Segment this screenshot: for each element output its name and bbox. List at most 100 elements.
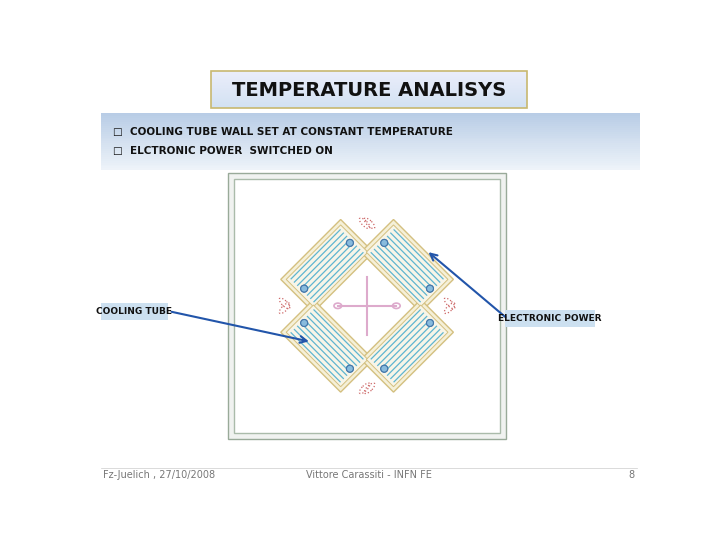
- Bar: [101, 149, 640, 151]
- Bar: [211, 96, 527, 97]
- Bar: [211, 74, 527, 75]
- Polygon shape: [281, 219, 373, 312]
- FancyBboxPatch shape: [505, 310, 595, 327]
- Bar: [101, 124, 640, 126]
- Circle shape: [426, 320, 433, 327]
- Bar: [101, 120, 640, 122]
- Text: □  COOLING TUBE WALL SET AT CONSTANT TEMPERATURE: □ COOLING TUBE WALL SET AT CONSTANT TEMP…: [113, 127, 453, 137]
- Circle shape: [346, 365, 354, 372]
- Bar: [211, 83, 527, 84]
- Bar: [101, 163, 640, 165]
- Circle shape: [381, 239, 387, 246]
- Bar: [211, 104, 527, 105]
- Bar: [101, 151, 640, 153]
- Polygon shape: [361, 219, 454, 312]
- Bar: [211, 93, 527, 94]
- Bar: [101, 143, 640, 145]
- Polygon shape: [366, 305, 448, 387]
- Bar: [211, 95, 527, 96]
- Circle shape: [346, 365, 354, 372]
- Bar: [211, 90, 527, 91]
- Bar: [211, 72, 527, 73]
- Bar: [101, 122, 640, 124]
- Circle shape: [426, 285, 433, 292]
- Circle shape: [381, 239, 387, 246]
- Circle shape: [381, 365, 387, 372]
- Bar: [211, 87, 527, 89]
- Bar: [211, 71, 527, 72]
- Bar: [101, 161, 640, 163]
- Bar: [101, 132, 640, 134]
- Bar: [228, 173, 506, 439]
- Circle shape: [301, 320, 307, 327]
- Polygon shape: [281, 300, 373, 392]
- Bar: [101, 147, 640, 149]
- Bar: [211, 71, 527, 108]
- Bar: [101, 159, 640, 161]
- Bar: [211, 77, 527, 78]
- Bar: [211, 97, 527, 98]
- Bar: [211, 84, 527, 85]
- Bar: [211, 81, 527, 82]
- Bar: [101, 155, 640, 157]
- Text: COOLING TUBE: COOLING TUBE: [96, 307, 172, 316]
- Bar: [101, 126, 640, 128]
- Polygon shape: [366, 225, 448, 307]
- Bar: [211, 100, 527, 102]
- Bar: [211, 75, 527, 76]
- FancyBboxPatch shape: [101, 303, 168, 320]
- Polygon shape: [286, 225, 368, 307]
- Bar: [211, 91, 527, 92]
- Bar: [211, 73, 527, 74]
- Bar: [101, 128, 640, 130]
- Bar: [211, 79, 527, 80]
- Bar: [211, 99, 527, 100]
- Bar: [101, 114, 640, 117]
- Bar: [211, 98, 527, 99]
- Bar: [101, 134, 640, 136]
- Text: ELECTRONIC POWER: ELECTRONIC POWER: [498, 314, 602, 323]
- Bar: [211, 107, 527, 108]
- Bar: [101, 157, 640, 159]
- Circle shape: [301, 285, 307, 292]
- Bar: [211, 102, 527, 103]
- Bar: [101, 112, 640, 114]
- Circle shape: [301, 320, 307, 327]
- Text: TEMPERATURE ANALISYS: TEMPERATURE ANALISYS: [232, 80, 506, 100]
- Bar: [101, 118, 640, 120]
- Bar: [101, 141, 640, 143]
- Polygon shape: [361, 300, 454, 392]
- Text: Fz-Juelich , 27/10/2008: Fz-Juelich , 27/10/2008: [104, 470, 215, 480]
- Circle shape: [426, 320, 433, 327]
- Bar: [211, 105, 527, 106]
- Bar: [101, 153, 640, 155]
- Bar: [211, 89, 527, 90]
- Bar: [211, 86, 527, 87]
- Bar: [234, 179, 500, 433]
- Bar: [211, 106, 527, 107]
- Polygon shape: [286, 305, 368, 387]
- Bar: [101, 168, 640, 170]
- Bar: [211, 103, 527, 104]
- Bar: [211, 94, 527, 95]
- Bar: [101, 130, 640, 132]
- Text: 8: 8: [629, 470, 634, 480]
- Circle shape: [301, 285, 307, 292]
- Bar: [101, 139, 640, 141]
- Bar: [101, 166, 640, 168]
- Bar: [211, 80, 527, 81]
- Bar: [211, 82, 527, 83]
- Bar: [211, 85, 527, 86]
- Circle shape: [426, 285, 433, 292]
- Circle shape: [346, 239, 354, 246]
- Text: Vittore Carassiti - INFN FE: Vittore Carassiti - INFN FE: [306, 470, 432, 480]
- Text: □  ELCTRONIC POWER  SWITCHED ON: □ ELCTRONIC POWER SWITCHED ON: [113, 146, 333, 156]
- Circle shape: [346, 239, 354, 246]
- Bar: [101, 117, 640, 118]
- Bar: [211, 76, 527, 77]
- Bar: [101, 138, 640, 139]
- Bar: [211, 92, 527, 93]
- Bar: [101, 136, 640, 138]
- Bar: [101, 165, 640, 166]
- Bar: [101, 145, 640, 147]
